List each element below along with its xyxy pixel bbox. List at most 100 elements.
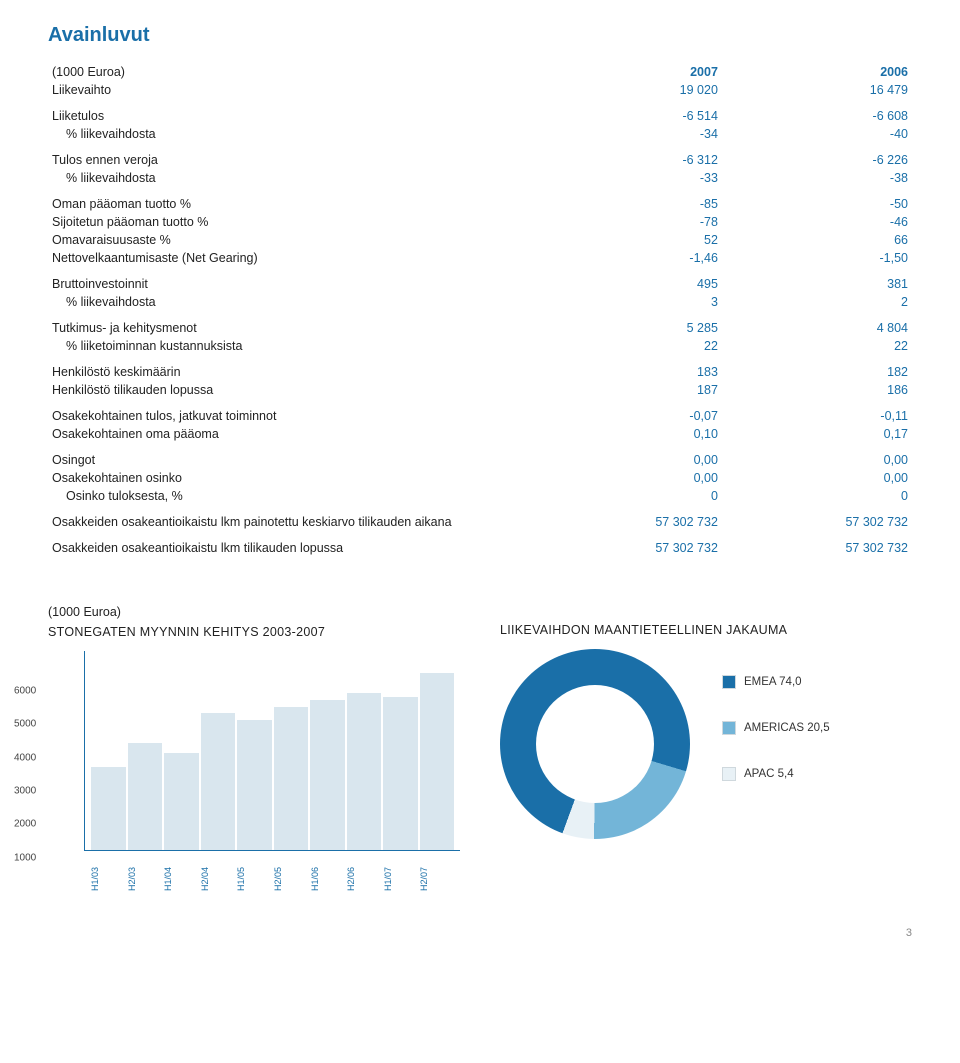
bar [128, 743, 163, 850]
table-row-v1: -6 312 [532, 143, 722, 169]
table-row-label: Osakkeiden osakeantioikaistu lkm painote… [48, 505, 532, 531]
bar-chart-y-tick: 3000 [14, 786, 36, 797]
table-row-v2: -46 [722, 213, 912, 231]
table-row-label: % liiketoiminnan kustannuksista [48, 337, 532, 355]
table-row-v2: -6 608 [722, 99, 912, 125]
table-row-v1: 0 [532, 487, 722, 505]
table-row-v2: 57 302 732 [722, 505, 912, 531]
table-row-v2: 0,17 [722, 425, 912, 443]
legend-item: APAC 5,4 [722, 767, 830, 781]
table-row-v2: -1,50 [722, 249, 912, 267]
table-row-label: Oman pääoman tuotto % [48, 187, 532, 213]
bar-chart-x-tick: H1/03 [90, 855, 125, 891]
page-title: Avainluvut [48, 24, 912, 47]
table-row-v1: 0,00 [532, 443, 722, 469]
legend-label: AMERICAS 20,5 [744, 722, 830, 734]
bar-chart-x-tick: H2/05 [273, 855, 308, 891]
bar-chart-x-tick: H2/06 [346, 855, 381, 891]
bar-chart-x-tick: H1/04 [163, 855, 198, 891]
table-row-label: Osakekohtainen osinko [48, 469, 532, 487]
table-row-v1: 495 [532, 267, 722, 293]
table-row-v1: 0,10 [532, 425, 722, 443]
legend-swatch [722, 721, 736, 735]
legend-swatch [722, 675, 736, 689]
table-row-v2: 182 [722, 355, 912, 381]
table-row-v1: 0,00 [532, 469, 722, 487]
legend-label: APAC 5,4 [744, 768, 794, 780]
table-row-label: % liikevaihdosta [48, 169, 532, 187]
bar [383, 697, 418, 850]
col-year-2: 2006 [722, 63, 912, 81]
table-row-v2: 2 [722, 293, 912, 311]
table-row-v1: -34 [532, 125, 722, 143]
table-row-label: Sijoitetun pääoman tuotto % [48, 213, 532, 231]
bar-chart-x-tick: H2/04 [200, 855, 235, 891]
table-row-v1: 52 [532, 231, 722, 249]
key-figures-table: (1000 Euroa)20072006Liikevaihto19 02016 … [48, 63, 912, 557]
table-row-label: % liikevaihdosta [48, 293, 532, 311]
charts-row: (1000 Euroa) STONEGATEN MYYNNIN KEHITYS … [48, 605, 912, 891]
table-row-label: Omavaraisuusaste % [48, 231, 532, 249]
bar-chart-title: STONEGATEN MYYNNIN KEHITYS 2003-2007 [48, 625, 460, 639]
table-row-label: Tulos ennen veroja [48, 143, 532, 169]
bar [91, 767, 126, 850]
table-row-v2: 66 [722, 231, 912, 249]
legend-item: EMEA 74,0 [722, 675, 830, 689]
table-row-v2: -40 [722, 125, 912, 143]
row-revenue-label: Liikevaihto [48, 81, 532, 99]
table-row-v1: -85 [532, 187, 722, 213]
table-row-label: Liiketulos [48, 99, 532, 125]
table-row-v2: 4 804 [722, 311, 912, 337]
bar-chart-x-tick: H1/06 [310, 855, 345, 891]
table-row-v1: -0,07 [532, 399, 722, 425]
table-row-label: Osakekohtainen oma pääoma [48, 425, 532, 443]
table-row-label: Nettovelkaantumisaste (Net Gearing) [48, 249, 532, 267]
table-row-v1: 187 [532, 381, 722, 399]
bar [347, 693, 382, 850]
donut-chart-title: LIIKEVAIHDON MAANTIETEELLINEN JAKAUMA [500, 623, 912, 637]
table-row-v2: -50 [722, 187, 912, 213]
table-row-v2: 57 302 732 [722, 531, 912, 557]
bar-chart-x-tick: H1/05 [236, 855, 271, 891]
donut-chart-column: LIIKEVAIHDON MAANTIETEELLINEN JAKAUMA EM… [500, 605, 912, 891]
donut-legend: EMEA 74,0 AMERICAS 20,5 APAC 5,4 [722, 675, 830, 813]
table-row-label: Osakekohtainen tulos, jatkuvat toiminnot [48, 399, 532, 425]
table-row-v1: -33 [532, 169, 722, 187]
bar [201, 713, 236, 850]
bar-chart-column: (1000 Euroa) STONEGATEN MYYNNIN KEHITYS … [48, 605, 460, 891]
bar-chart-y-tick: 5000 [14, 719, 36, 730]
table-row-v1: 57 302 732 [532, 531, 722, 557]
table-row-v1: 183 [532, 355, 722, 381]
bar-chart-x-tick: H1/07 [383, 855, 418, 891]
table-row-label: % liikevaihdosta [48, 125, 532, 143]
table-row-v1: 3 [532, 293, 722, 311]
row-revenue-v2: 16 479 [722, 81, 912, 99]
table-row-v1: 22 [532, 337, 722, 355]
table-row-v2: 381 [722, 267, 912, 293]
bar-chart-wrap: H1/03H2/03H1/04H2/04H1/05H2/05H1/06H2/06… [48, 651, 460, 891]
table-row-v2: -38 [722, 169, 912, 187]
table-row-label: Osakkeiden osakeantioikaistu lkm tilikau… [48, 531, 532, 557]
bar [420, 673, 455, 850]
table-row-v1: 57 302 732 [532, 505, 722, 531]
bar-chart-x-tick: H2/03 [127, 855, 162, 891]
table-row-v2: 186 [722, 381, 912, 399]
bar-chart-y-tick: 2000 [14, 819, 36, 830]
table-row-label: Osingot [48, 443, 532, 469]
bar [274, 707, 309, 850]
bar-chart [84, 651, 460, 851]
table-row-v2: 0,00 [722, 443, 912, 469]
table-row-label: Henkilöstö keskimäärin [48, 355, 532, 381]
table-row-v1: -1,46 [532, 249, 722, 267]
bar [310, 700, 345, 850]
bar-chart-x-labels: H1/03H2/03H1/04H2/04H1/05H2/05H1/06H2/06… [84, 855, 460, 891]
table-row-label: Tutkimus- ja kehitysmenot [48, 311, 532, 337]
donut-wrap: EMEA 74,0 AMERICAS 20,5 APAC 5,4 [500, 649, 912, 839]
legend-swatch [722, 767, 736, 781]
bar [164, 753, 199, 850]
bar-chart-unit-note: (1000 Euroa) [48, 605, 460, 619]
table-row-label: Bruttoinvestoinnit [48, 267, 532, 293]
table-row-v1: 5 285 [532, 311, 722, 337]
col-year-1: 2007 [532, 63, 722, 81]
table-row-v2: -6 226 [722, 143, 912, 169]
